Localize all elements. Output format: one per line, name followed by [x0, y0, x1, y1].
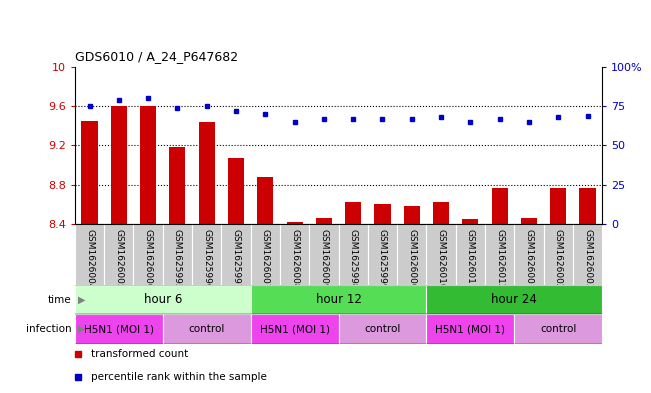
Bar [280, 224, 309, 285]
Text: ▶: ▶ [78, 324, 86, 334]
Bar [111, 106, 127, 224]
Text: hour 12: hour 12 [316, 293, 361, 306]
Text: GSM1626003: GSM1626003 [583, 229, 592, 290]
Text: GSM1626001: GSM1626001 [525, 229, 533, 290]
Text: H5N1 (MOI 1): H5N1 (MOI 1) [84, 324, 154, 334]
Bar [104, 224, 133, 285]
Bar [251, 224, 280, 285]
Bar [169, 147, 186, 224]
Text: GSM1625996: GSM1625996 [202, 229, 211, 290]
Text: control: control [540, 324, 576, 334]
Bar [426, 314, 514, 344]
Text: GDS6010 / A_24_P647682: GDS6010 / A_24_P647682 [75, 50, 238, 63]
Bar [309, 224, 339, 285]
Bar [462, 219, 478, 224]
Bar [75, 314, 163, 344]
Text: GSM1625997: GSM1625997 [232, 229, 240, 290]
Bar [544, 224, 573, 285]
Bar [140, 106, 156, 224]
Bar [316, 218, 332, 224]
Bar [251, 285, 426, 314]
Text: GSM1626007: GSM1626007 [261, 229, 270, 290]
Bar [426, 285, 602, 314]
Text: GSM1626005: GSM1626005 [115, 229, 123, 290]
Text: control: control [365, 324, 400, 334]
Text: GSM1626009: GSM1626009 [320, 229, 328, 290]
Text: GSM1626006: GSM1626006 [144, 229, 152, 290]
Text: time: time [48, 295, 72, 305]
Bar [521, 218, 537, 224]
Text: GSM1626004: GSM1626004 [85, 229, 94, 289]
Bar [433, 202, 449, 224]
Text: percentile rank within the sample: percentile rank within the sample [90, 372, 266, 382]
Text: transformed count: transformed count [90, 349, 188, 359]
Bar [339, 224, 368, 285]
Bar [221, 224, 251, 285]
Text: GSM1626008: GSM1626008 [290, 229, 299, 290]
Bar [192, 224, 221, 285]
Text: GSM1625998: GSM1625998 [349, 229, 357, 290]
Text: H5N1 (MOI 1): H5N1 (MOI 1) [436, 324, 505, 334]
Bar [339, 314, 426, 344]
Bar [286, 222, 303, 224]
Bar [514, 314, 602, 344]
Bar [75, 224, 104, 285]
Text: GSM1626011: GSM1626011 [466, 229, 475, 290]
Bar [514, 224, 544, 285]
Bar [550, 188, 566, 224]
Text: infection: infection [26, 324, 72, 334]
Bar [163, 314, 251, 344]
Text: control: control [189, 324, 225, 334]
Bar [81, 121, 98, 224]
Text: GSM1626010: GSM1626010 [437, 229, 445, 290]
Bar [573, 224, 602, 285]
Bar [133, 224, 163, 285]
Bar [163, 224, 192, 285]
Bar [485, 224, 514, 285]
Bar [426, 224, 456, 285]
Bar [397, 224, 426, 285]
Bar [257, 177, 273, 224]
Bar [228, 158, 244, 224]
Bar [404, 206, 420, 224]
Text: GSM1626012: GSM1626012 [495, 229, 504, 289]
Text: H5N1 (MOI 1): H5N1 (MOI 1) [260, 324, 329, 334]
Bar [456, 224, 485, 285]
Text: GSM1625999: GSM1625999 [378, 229, 387, 290]
Text: GSM1625995: GSM1625995 [173, 229, 182, 290]
Bar [492, 188, 508, 224]
Text: hour 6: hour 6 [144, 293, 182, 306]
Bar [199, 122, 215, 224]
Bar [75, 285, 251, 314]
Bar [368, 224, 397, 285]
Text: GSM1626000: GSM1626000 [408, 229, 416, 290]
Text: hour 24: hour 24 [492, 293, 537, 306]
Bar [579, 188, 596, 224]
Text: ▶: ▶ [78, 295, 86, 305]
Bar [345, 202, 361, 224]
Text: GSM1626002: GSM1626002 [554, 229, 562, 289]
Bar [374, 204, 391, 224]
Bar [251, 314, 339, 344]
